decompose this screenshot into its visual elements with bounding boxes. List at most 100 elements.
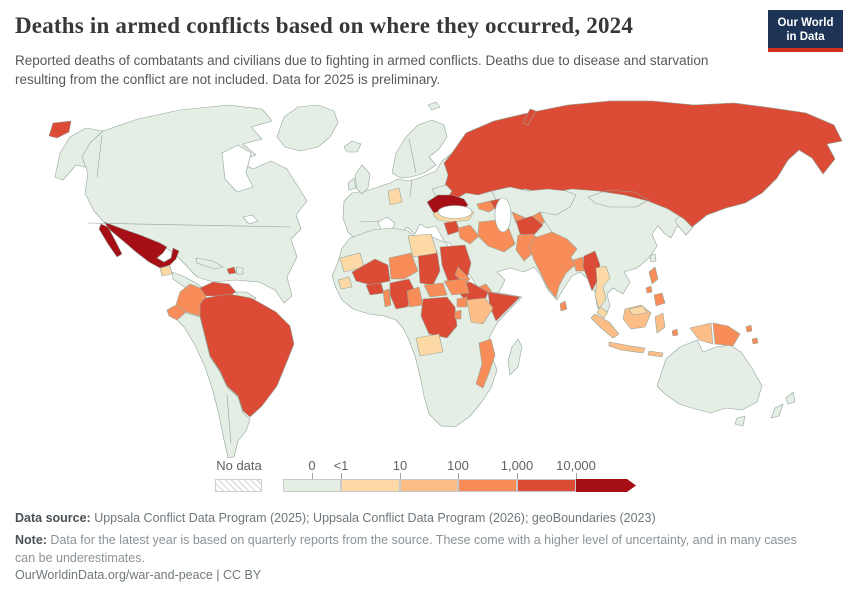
country-indonesia-papua[interactable] [689, 322, 714, 345]
legend-swatch-5-arrow[interactable] [576, 479, 636, 492]
country-solomon-islands[interactable] [745, 324, 753, 333]
region-tasmania[interactable] [734, 415, 746, 427]
legend-swatch-0[interactable] [283, 479, 341, 492]
note-line: Note: Data for the latest year is based … [15, 532, 820, 567]
country-germany[interactable] [387, 187, 403, 206]
country-mozambique[interactable] [475, 338, 496, 389]
country-dominican-republic[interactable] [235, 266, 244, 275]
legend-label-0: 0 [308, 458, 316, 473]
country-belarus[interactable] [431, 184, 453, 198]
chile-argentina-border [226, 394, 232, 444]
country-solomon-islands-2[interactable] [751, 337, 759, 345]
country-venezuela[interactable] [199, 281, 237, 297]
country-new-zealand-south[interactable] [770, 403, 784, 419]
country-ireland[interactable] [347, 177, 357, 191]
legend-swatch-2[interactable] [400, 479, 458, 492]
country-cuba[interactable] [195, 257, 224, 270]
chart-title: Deaths in armed conflicts based on where… [15, 13, 634, 38]
country-malaysia-borneo[interactable] [628, 305, 648, 316]
country-guinea[interactable] [337, 276, 353, 290]
country-iceland[interactable] [343, 140, 362, 153]
country-brazil[interactable] [199, 293, 295, 418]
legend-tick [312, 473, 313, 479]
country-new-zealand-north[interactable] [785, 391, 796, 405]
country-papua-new-guinea[interactable] [712, 322, 741, 347]
country-uganda[interactable] [456, 296, 468, 308]
legend-no-data-swatch[interactable] [215, 479, 262, 492]
country-mexico[interactable] [103, 221, 180, 269]
country-south-sudan[interactable] [443, 278, 470, 296]
country-canada-usa[interactable] [81, 104, 308, 304]
world-choropleth-map [48, 100, 843, 459]
owid-url-link[interactable]: OurWorldinData.org/war-and-peace | CC BY [15, 568, 262, 582]
country-mali[interactable] [351, 258, 391, 286]
mongolia-border [587, 189, 650, 208]
owid-logo-bar [768, 48, 843, 52]
country-philippines-luzon[interactable] [648, 266, 659, 285]
data-source-label: Data source: [15, 511, 91, 525]
country-indonesia-sulawesi[interactable] [654, 312, 666, 334]
country-mexico-baja[interactable] [98, 223, 123, 258]
owid-logo-line1: Our World [777, 17, 834, 30]
poland-border [409, 178, 413, 198]
legend-tick [517, 473, 518, 479]
hudson-bay [221, 144, 254, 193]
country-niger[interactable] [388, 252, 419, 280]
data-source-line: Data source: Uppsala Conflict Data Progr… [15, 511, 656, 525]
france-spain-border [359, 220, 379, 223]
china-sea-border [544, 221, 553, 233]
country-benin[interactable] [382, 288, 392, 308]
legend-swatch-4[interactable] [517, 479, 576, 492]
region-scandinavia[interactable] [391, 119, 448, 179]
country-sri-lanka[interactable] [559, 300, 568, 312]
country-libya[interactable] [407, 233, 438, 258]
country-united-kingdom[interactable] [354, 164, 371, 195]
country-indonesia-java[interactable] [608, 341, 646, 354]
country-myanmar[interactable] [582, 250, 601, 292]
country-philippines-visayas[interactable] [645, 285, 653, 294]
country-madagascar[interactable] [507, 338, 523, 376]
country-malaysia-peninsula[interactable] [596, 306, 609, 319]
country-indonesia-moluccas[interactable] [671, 328, 679, 337]
legend-label-100: 100 [447, 458, 469, 473]
country-rwanda-burundi[interactable] [454, 309, 462, 320]
country-central-african-republic[interactable] [423, 282, 448, 298]
country-guatemala[interactable] [159, 265, 173, 277]
legend-no-data-label: No data [216, 458, 262, 473]
country-indonesia-lesser-sunda[interactable] [647, 350, 664, 358]
legend-swatch-3[interactable] [458, 479, 517, 492]
country-iraq[interactable] [457, 224, 480, 245]
country-taiwan[interactable] [649, 253, 657, 263]
great-lakes [242, 214, 259, 225]
note-label: Note: [15, 533, 47, 547]
country-australia[interactable] [656, 339, 763, 414]
country-drc[interactable] [420, 296, 458, 339]
country-kenya[interactable] [466, 297, 494, 325]
country-ecuador[interactable] [166, 304, 187, 321]
country-russia-chukotka[interactable] [48, 120, 72, 139]
owid-logo-line2: in Data [786, 31, 825, 43]
legend-tick [341, 473, 342, 479]
alaska-canada-border [96, 134, 103, 178]
us-canada-border [87, 222, 291, 228]
country-greenland[interactable] [276, 104, 339, 152]
note-text: Data for the latest year is based on qua… [15, 533, 797, 565]
country-india[interactable] [528, 231, 578, 299]
country-haiti[interactable] [226, 266, 237, 275]
caspian-sea [494, 197, 512, 233]
legend-tick [458, 473, 459, 479]
country-afghanistan[interactable] [515, 215, 544, 237]
black-sea [437, 205, 473, 219]
country-philippines-mindanao[interactable] [653, 292, 666, 307]
region-svalbard[interactable] [427, 101, 441, 111]
country-angola[interactable] [415, 333, 444, 357]
country-russia[interactable] [443, 100, 843, 228]
legend-label-10000: 10,000 [556, 458, 596, 473]
country-thailand[interactable] [594, 265, 611, 310]
chart-subtitle: Reported deaths of combatants and civili… [15, 53, 709, 87]
country-indonesia-sumatra[interactable] [590, 313, 620, 339]
legend-swatch-1[interactable] [341, 479, 400, 492]
owid-logo[interactable]: Our World in Data [768, 10, 843, 52]
country-russia-novaya-zemlya[interactable] [522, 108, 537, 126]
